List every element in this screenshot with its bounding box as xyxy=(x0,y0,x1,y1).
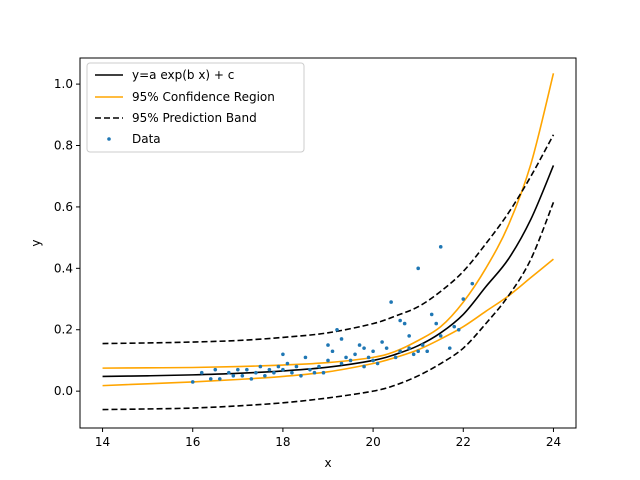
legend-confidence-label: 95% Confidence Region xyxy=(132,90,275,104)
series-prediction-upper xyxy=(102,134,555,345)
y-tick-label: 0.8 xyxy=(54,139,73,153)
data-point xyxy=(321,370,326,375)
data-point xyxy=(236,367,240,372)
legend-box xyxy=(86,62,305,153)
legend: y=a exp(b x) + c 95% Confidence Region 9… xyxy=(86,62,305,153)
y-axis: 0.0 0.2 0.4 0.6 0.8 1.0 xyxy=(54,77,80,398)
data-point xyxy=(447,346,452,350)
y-tick-label: 1.0 xyxy=(54,77,73,91)
data-point xyxy=(303,355,308,360)
data-point xyxy=(407,346,411,350)
data-point xyxy=(452,324,457,329)
data-point xyxy=(398,349,402,354)
data-point xyxy=(389,300,393,304)
data-point xyxy=(299,374,303,378)
data-point xyxy=(254,370,258,375)
axes-frame xyxy=(79,57,577,429)
data-point xyxy=(208,377,213,381)
data-point xyxy=(199,370,204,375)
legend-prediction-label: 95% Prediction Band xyxy=(132,111,257,125)
data-point xyxy=(456,327,461,332)
data-point xyxy=(398,318,402,323)
series-prediction-lower xyxy=(102,202,555,411)
data-point xyxy=(312,370,317,375)
data-point xyxy=(438,334,443,338)
data-point xyxy=(267,367,272,372)
data-point xyxy=(348,358,353,363)
data-point xyxy=(245,367,249,372)
data-point xyxy=(380,340,384,344)
data-point xyxy=(402,321,407,326)
data-point xyxy=(281,367,285,372)
data-point xyxy=(416,266,420,271)
x-axis: 14 16 18 20 22 24 xyxy=(95,428,561,449)
data-point xyxy=(249,377,254,381)
data-point xyxy=(362,346,366,350)
data-point xyxy=(411,352,416,357)
x-tick-label: 16 xyxy=(185,435,200,449)
x-axis-label: x xyxy=(324,456,331,470)
data-point xyxy=(272,370,276,375)
data-point xyxy=(371,358,375,363)
data-point xyxy=(294,364,299,369)
data-point xyxy=(425,349,430,354)
data-point xyxy=(227,370,231,375)
data-point xyxy=(470,281,475,286)
data-point xyxy=(362,364,366,369)
data-point xyxy=(339,361,344,366)
data-point xyxy=(258,364,263,369)
data-point xyxy=(357,343,362,347)
data-point xyxy=(393,355,398,360)
data-point xyxy=(335,327,339,332)
data-point xyxy=(290,370,294,375)
x-tick-label: 18 xyxy=(275,435,290,449)
data-point xyxy=(190,380,195,384)
series-fit-line xyxy=(102,165,555,378)
data-point xyxy=(317,364,321,369)
data-point xyxy=(217,377,222,381)
data-point xyxy=(434,321,439,326)
data-point xyxy=(420,343,425,347)
y-axis-label: y xyxy=(29,239,43,246)
y-tick-label: 0.0 xyxy=(54,384,73,398)
data-point xyxy=(231,374,236,378)
data-point xyxy=(366,355,371,360)
data-point xyxy=(326,358,330,363)
legend-data-label: Data xyxy=(132,132,161,146)
data-point xyxy=(407,334,411,338)
data-point xyxy=(339,337,344,341)
data-point xyxy=(429,312,434,317)
data-point xyxy=(353,352,357,357)
data-point xyxy=(240,374,245,378)
data-point xyxy=(375,361,380,366)
data-point xyxy=(213,367,218,372)
x-tick-label: 20 xyxy=(365,435,380,449)
y-tick-label: 0.4 xyxy=(54,261,73,275)
legend-data-swatch xyxy=(107,137,111,141)
data-point xyxy=(276,364,281,369)
y-tick-label: 0.6 xyxy=(54,200,73,214)
data-point xyxy=(438,245,443,249)
data-point xyxy=(461,297,466,301)
series-confidence-upper xyxy=(102,73,555,369)
x-tick-label: 14 xyxy=(95,435,110,449)
x-tick-label: 24 xyxy=(546,435,561,449)
data-point xyxy=(416,349,420,354)
data-point xyxy=(263,374,267,378)
data-point xyxy=(285,361,290,366)
data-point xyxy=(344,355,348,360)
data-point xyxy=(384,346,389,350)
data-point xyxy=(330,349,335,354)
legend-fit-label: y=a exp(b x) + c xyxy=(132,68,234,82)
x-tick-label: 22 xyxy=(456,435,471,449)
data-point xyxy=(281,352,285,357)
data-point xyxy=(371,349,375,354)
data-point xyxy=(308,367,312,372)
y-tick-label: 0.2 xyxy=(54,323,73,337)
scatter-layer xyxy=(190,245,475,384)
data-point xyxy=(326,343,330,347)
